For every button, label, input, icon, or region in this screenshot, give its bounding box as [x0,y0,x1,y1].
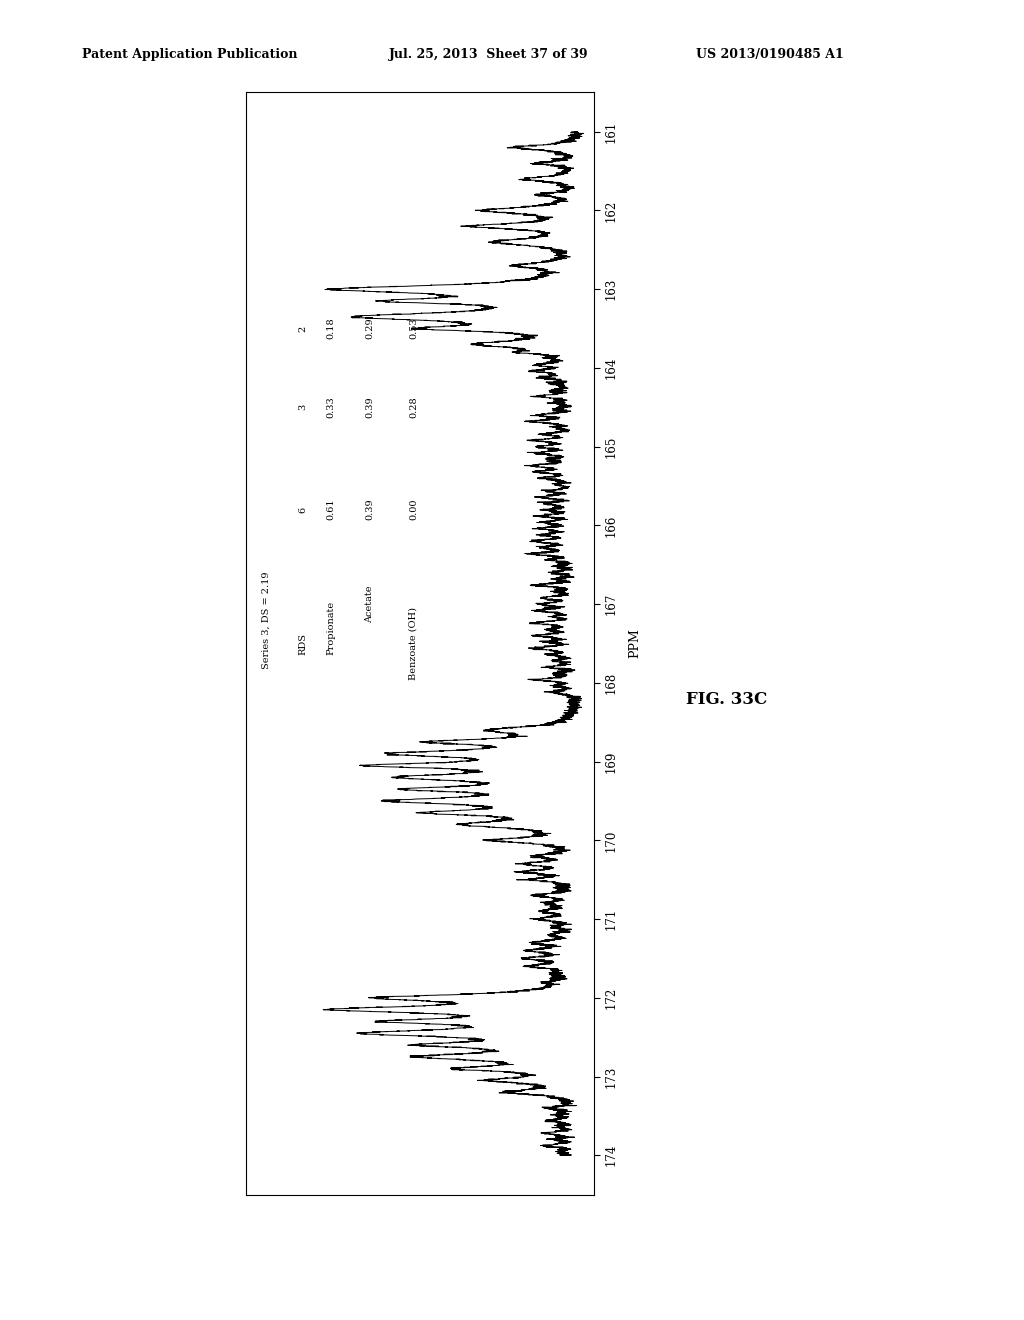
Text: 0.61: 0.61 [327,499,336,520]
Text: 0.39: 0.39 [365,396,374,418]
Text: 0.53: 0.53 [409,318,418,339]
Text: 3: 3 [298,404,307,411]
Text: Series 3, DS = 2.19: Series 3, DS = 2.19 [262,572,271,669]
Text: 0.00: 0.00 [409,499,418,520]
Text: 0.39: 0.39 [365,499,374,520]
Text: 0.33: 0.33 [327,396,336,418]
Text: Propionate: Propionate [327,601,336,655]
Text: 2: 2 [298,326,307,331]
Text: Patent Application Publication: Patent Application Publication [82,48,297,61]
Text: RDS: RDS [298,632,307,655]
Y-axis label: PPM: PPM [629,628,641,659]
Text: 0.28: 0.28 [409,396,418,418]
Text: 0.18: 0.18 [327,318,336,339]
Text: FIG. 33C: FIG. 33C [686,692,767,708]
Text: 6: 6 [298,507,307,512]
Text: Benzoate (OH): Benzoate (OH) [409,607,418,680]
Text: US 2013/0190485 A1: US 2013/0190485 A1 [696,48,844,61]
Text: 0.29: 0.29 [365,318,374,339]
Text: Jul. 25, 2013  Sheet 37 of 39: Jul. 25, 2013 Sheet 37 of 39 [389,48,589,61]
Text: Acetate: Acetate [365,585,374,623]
